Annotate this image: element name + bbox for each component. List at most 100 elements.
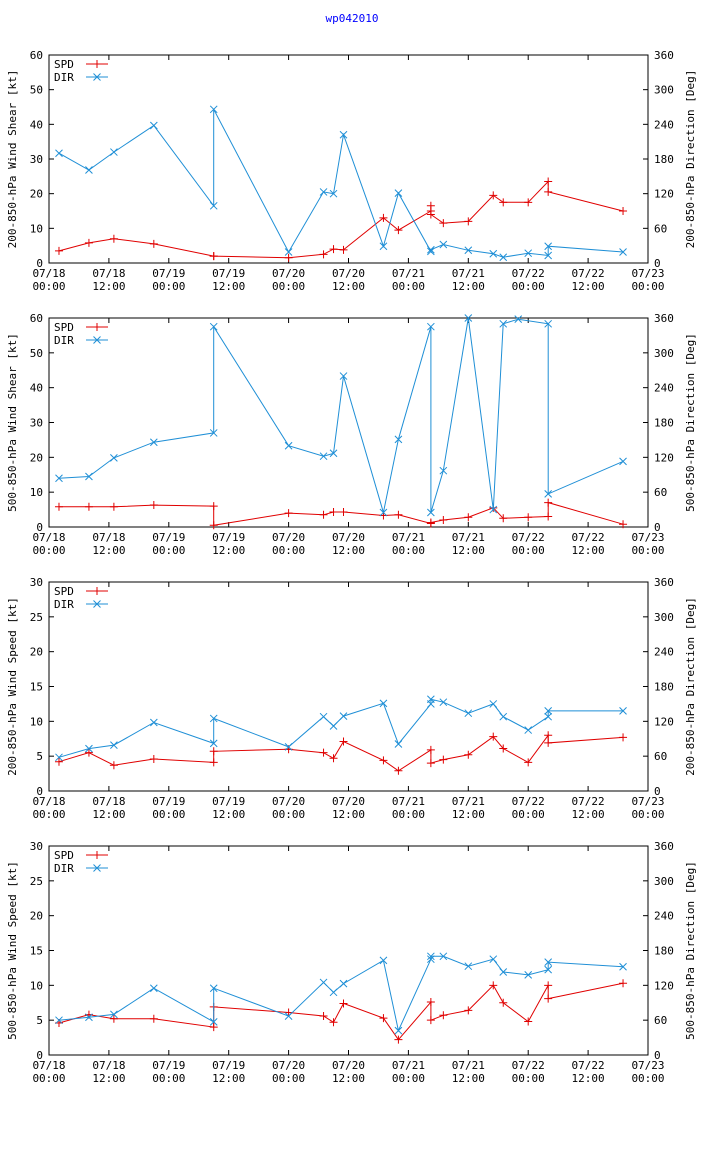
x-tick-label-time: 00:00 — [272, 808, 305, 821]
x-tick-label-date: 07/19 — [212, 531, 245, 544]
x-tick-label-date: 07/21 — [452, 795, 485, 808]
series-line-spd — [58, 982, 624, 1041]
dir-point — [439, 466, 448, 475]
legend-label-dir: DIR — [54, 598, 74, 611]
spd-point — [109, 502, 118, 511]
legend-label-spd: SPD — [54, 849, 74, 862]
y2-tick-label: 300 — [654, 875, 674, 888]
dir-point — [85, 1013, 93, 1022]
y2-axis-label: 500-850-hPa Direction [Deg] — [684, 333, 697, 512]
dir-point — [524, 726, 533, 734]
y2-tick-label: 180 — [654, 153, 674, 166]
y2-tick-label: 300 — [654, 611, 674, 624]
x-tick-label-date: 07/19 — [152, 531, 185, 544]
dir-point — [329, 189, 338, 198]
dir-point — [394, 435, 403, 444]
dir-point — [284, 248, 293, 256]
spd-point — [339, 508, 348, 517]
y-tick-label: 20 — [30, 188, 43, 201]
dir-point — [284, 441, 293, 450]
spd-point — [439, 1011, 448, 1020]
legend-label-spd: SPD — [54, 321, 74, 334]
y2-tick-label: 60 — [654, 222, 667, 235]
x-tick-label-time: 12:00 — [332, 808, 365, 821]
spd-point — [339, 245, 348, 254]
spd-point — [619, 733, 628, 742]
spd-point — [209, 252, 218, 261]
x-tick-label-date: 07/21 — [452, 531, 485, 544]
dir-point — [319, 188, 328, 196]
y2-tick-label: 60 — [654, 1014, 667, 1027]
y2-tick-label: 120 — [654, 715, 674, 728]
dir-point — [619, 457, 627, 466]
spd-point — [379, 213, 388, 222]
dir-point — [209, 322, 218, 331]
dir-point — [489, 700, 498, 708]
y2-tick-label: 60 — [654, 750, 667, 763]
y-axis-label: 200-850-hPa Wind Shear [kt] — [6, 70, 19, 249]
x-tick-label-time: 00:00 — [152, 1072, 185, 1085]
spd-point — [426, 1016, 435, 1025]
legend-marker-dir — [93, 336, 101, 344]
dir-point — [85, 472, 93, 481]
dir-point — [85, 744, 93, 753]
spd-point — [109, 1014, 118, 1023]
y2-tick-label: 0 — [654, 521, 661, 534]
y-tick-label: 0 — [36, 257, 43, 270]
y2-tick-label: 180 — [654, 417, 674, 430]
y-tick-label: 5 — [36, 1014, 43, 1027]
dir-point — [55, 474, 63, 483]
x-tick-label-date: 07/23 — [631, 531, 664, 544]
dir-point — [427, 322, 435, 331]
x-tick-label-date: 07/20 — [272, 267, 305, 280]
dir-point — [209, 429, 218, 437]
y-axis-label: 500-850-hPa Wind Speed [kt] — [6, 861, 19, 1040]
x-tick-label-date: 07/20 — [332, 531, 365, 544]
y-tick-label: 0 — [36, 1049, 43, 1062]
x-tick-label-time: 00:00 — [392, 808, 425, 821]
dir-point — [149, 438, 158, 447]
x-tick-label-time: 12:00 — [332, 280, 365, 293]
chart-panel-2: 010203040506006012018024030036007/1800:0… — [6, 312, 697, 557]
dir-point — [499, 712, 508, 721]
dir-point — [339, 712, 348, 720]
dir-point — [427, 695, 435, 704]
legend-marker-spd — [93, 587, 101, 595]
y-tick-label: 10 — [30, 222, 43, 235]
y-axis-label: 500-850-hPa Wind Shear [kt] — [6, 333, 19, 512]
x-tick-label-time: 00:00 — [631, 808, 664, 821]
x-tick-label-time: 00:00 — [392, 544, 425, 557]
x-tick-label-time: 12:00 — [92, 808, 125, 821]
spd-point — [319, 250, 328, 259]
y-tick-label: 30 — [30, 576, 43, 589]
x-tick-label-time: 12:00 — [572, 544, 605, 557]
dir-point — [464, 962, 473, 971]
y2-tick-label: 180 — [654, 945, 674, 958]
x-tick-label-date: 07/18 — [92, 795, 125, 808]
y-tick-label: 50 — [30, 347, 43, 360]
x-tick-label-date: 07/21 — [392, 531, 425, 544]
x-tick-label-time: 00:00 — [272, 1072, 305, 1085]
x-tick-label-time: 12:00 — [212, 544, 245, 557]
y2-tick-label: 360 — [654, 49, 674, 62]
dir-point — [619, 962, 627, 971]
dir-point — [489, 249, 498, 258]
x-tick-label-time: 00:00 — [152, 280, 185, 293]
x-tick-label-time: 00:00 — [272, 544, 305, 557]
dir-point — [339, 130, 348, 139]
x-tick-label-date: 07/20 — [332, 795, 365, 808]
chart-panel-4: 05101520253006012018024030036007/1800:00… — [6, 840, 697, 1085]
x-tick-label-time: 00:00 — [631, 280, 664, 293]
x-tick-label-date: 07/22 — [512, 1059, 545, 1072]
dir-point — [339, 372, 348, 380]
x-tick-label-time: 12:00 — [332, 544, 365, 557]
dir-point — [464, 246, 473, 255]
chart-panel-1: 010203040506006012018024030036007/1800:0… — [6, 49, 697, 293]
x-tick-label-date: 07/20 — [272, 795, 305, 808]
spd-point — [524, 758, 533, 767]
spd-point — [619, 520, 628, 529]
dir-point — [55, 1016, 63, 1025]
dir-point — [55, 753, 63, 762]
spd-point — [499, 744, 508, 753]
